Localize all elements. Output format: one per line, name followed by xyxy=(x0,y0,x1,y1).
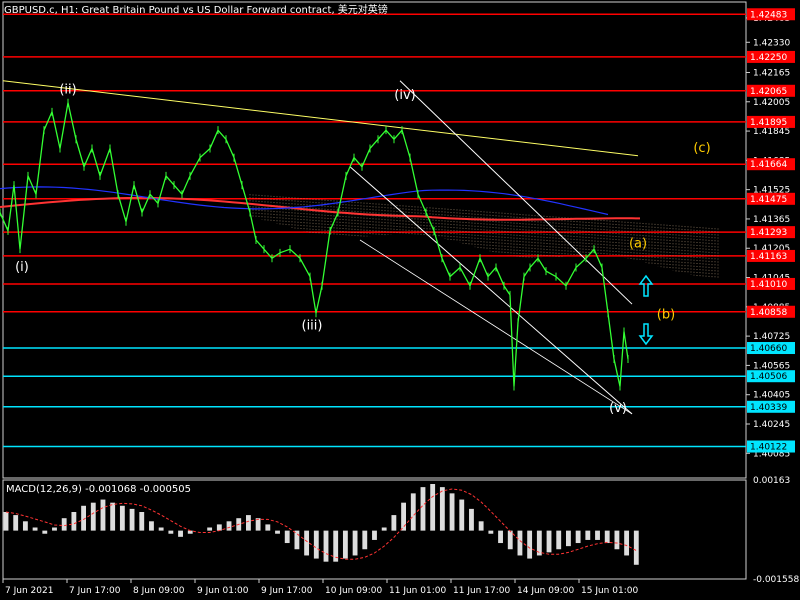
level-price-label: 1.41010 xyxy=(750,280,787,290)
level-price-box xyxy=(747,115,795,128)
level-price-box xyxy=(747,84,795,97)
level-price-label: 1.40660 xyxy=(750,344,787,354)
level-price-label: 1.41475 xyxy=(750,195,787,205)
level-price-box xyxy=(747,370,795,383)
level-price-box xyxy=(747,440,795,453)
level-price-label: 1.41293 xyxy=(750,228,787,238)
macd-signal-line xyxy=(5,488,637,560)
wave-label: (ii) xyxy=(59,83,76,98)
x-tick-label: 11 Jun 17:00 xyxy=(453,586,510,596)
y-tick-label: 1.41205 xyxy=(753,244,790,254)
yellow-trendline xyxy=(2,80,639,157)
wave-label: (iii) xyxy=(302,319,323,334)
wave-label: (v) xyxy=(609,401,627,416)
macd-panel-frame xyxy=(2,479,747,580)
wave-label: (i) xyxy=(15,260,29,275)
level-price-box xyxy=(747,305,795,318)
x-tick-label: 7 Jun 2021 xyxy=(5,586,53,596)
wave-label: (iv) xyxy=(394,88,415,103)
arrow-up-shape xyxy=(638,274,654,297)
wave-label: (c) xyxy=(693,141,710,156)
level-price-label: 1.40506 xyxy=(750,372,787,382)
y-tick-label: 1.40725 xyxy=(753,332,790,342)
y-tick-label: 1.40405 xyxy=(753,391,790,401)
level-price-label: 1.41895 xyxy=(750,118,787,128)
level-price-label: 1.40858 xyxy=(750,308,787,318)
level-price-label: 1.42250 xyxy=(750,53,787,63)
x-tick-label: 15 Jun 01:00 xyxy=(581,586,638,596)
moving-average-blue xyxy=(0,186,609,216)
x-tick-label: 8 Jun 09:00 xyxy=(133,586,185,596)
y-tick-label: 1.42330 xyxy=(753,38,790,48)
level-price-label: 1.40339 xyxy=(750,403,787,413)
x-tick-label: 10 Jun 09:00 xyxy=(325,586,382,596)
y-tick-label: 1.41365 xyxy=(753,215,790,225)
arrow-up-icon xyxy=(638,274,654,297)
x-tick-label: 14 Jun 09:00 xyxy=(517,586,574,596)
price-line xyxy=(0,102,629,387)
level-price-box xyxy=(747,277,795,290)
level-price-label: 1.41664 xyxy=(750,160,787,170)
y-tick-label: 1.40245 xyxy=(753,420,790,430)
level-price-box xyxy=(747,50,795,63)
level-price-box xyxy=(747,400,795,413)
channel-mid-line xyxy=(359,239,633,415)
y-tick-label: 1.40565 xyxy=(753,361,790,371)
level-price-label: 1.42065 xyxy=(750,87,787,97)
chart-title: GBPUSD.c, H1: Great Britain Pound vs US … xyxy=(4,5,388,16)
level-price-box xyxy=(747,158,795,171)
channel-lower-line xyxy=(349,166,633,415)
level-price-box xyxy=(747,249,795,262)
y-tick-label: 1.42005 xyxy=(753,98,790,108)
arrow-down-icon xyxy=(638,323,654,346)
level-price-box xyxy=(747,8,795,21)
price-panel-frame xyxy=(2,1,747,479)
ichimoku-cloud xyxy=(249,194,719,279)
macd-y-tick-label: 0.00163 xyxy=(753,476,790,486)
x-tick-label: 11 Jun 01:00 xyxy=(389,586,446,596)
x-tick-label: 9 Jun 01:00 xyxy=(197,586,249,596)
x-tick-label: 7 Jun 17:00 xyxy=(69,586,121,596)
level-price-label: 1.40122 xyxy=(750,443,787,453)
y-tick-label: 1.42165 xyxy=(753,68,790,78)
level-price-box xyxy=(747,192,795,205)
channel-upper-line xyxy=(399,80,633,305)
level-price-box xyxy=(747,226,795,239)
level-price-box xyxy=(747,342,795,355)
y-tick-label: 1.41845 xyxy=(753,127,790,137)
level-price-label: 1.42483 xyxy=(750,10,787,20)
macd-y-tick-label: -0.001558 xyxy=(753,575,799,585)
moving-average-red xyxy=(0,196,641,221)
x-tick-label: 9 Jun 17:00 xyxy=(261,586,313,596)
wave-label: (a) xyxy=(629,236,647,251)
arrow-down-shape xyxy=(638,323,654,346)
y-tick-label: 1.40085 xyxy=(753,449,790,459)
y-tick-label: 1.41525 xyxy=(753,186,790,196)
level-price-label: 1.41163 xyxy=(750,252,787,262)
wave-label: (b) xyxy=(657,308,675,323)
macd-title: MACD(12,26,9) -0.001068 -0.000505 xyxy=(6,484,191,495)
